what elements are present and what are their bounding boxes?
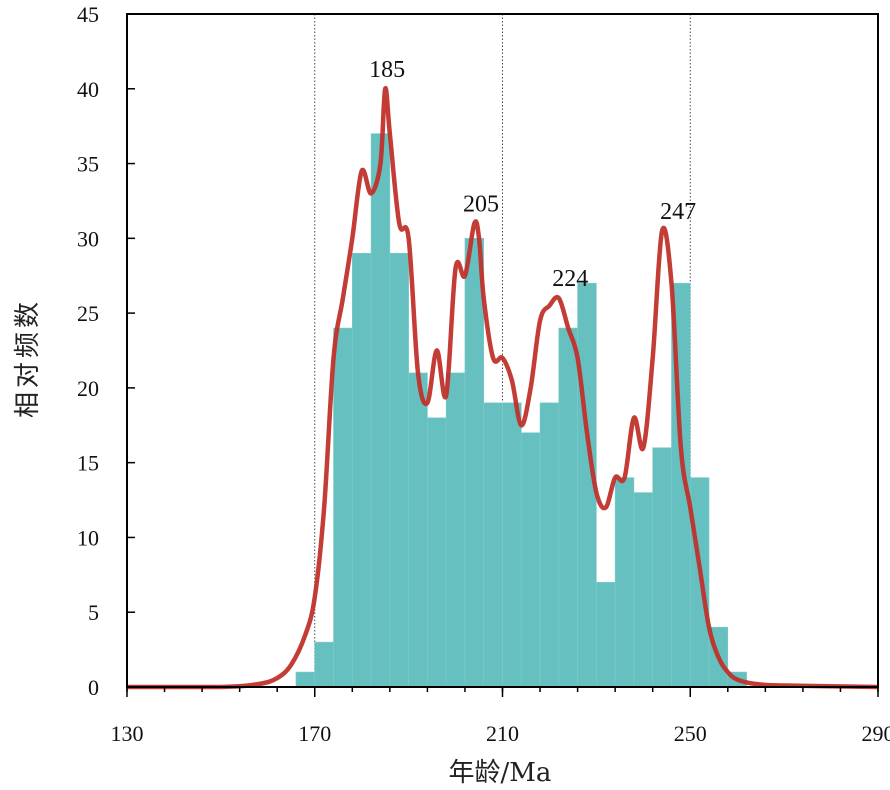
histogram-bar [633,492,653,688]
x-tick-label: 130 [111,721,144,746]
peak-label: 224 [552,266,588,292]
peak-label: 247 [660,199,696,225]
y-tick-label: 5 [88,600,99,625]
histogram-bar [483,402,503,688]
y-axis-ticks: 0 5 10 15 20 25 30 35 40 45 [77,2,135,700]
y-axis-title: 相对频数 [13,298,43,418]
x-axis-ticks: 130 170 210 250 290 [111,687,890,746]
histogram-bar [596,582,616,688]
y-tick-label: 45 [77,2,99,27]
histogram-bar [295,671,316,688]
x-tick-label: 210 [486,721,519,746]
histogram-bar [520,432,541,688]
histogram-bar [389,252,409,688]
histogram-bar [427,417,447,688]
histogram-bar [614,477,635,688]
histogram-bar [464,238,485,688]
y-tick-label: 10 [77,525,99,550]
y-tick-label: 15 [77,451,99,476]
y-tick-label: 40 [77,77,99,102]
histogram-bar [558,327,578,688]
histogram-bar [539,402,560,688]
histogram-bar [445,372,466,688]
peak-label: 205 [463,191,499,217]
x-tick-label: 250 [674,721,707,746]
histogram-bar [502,402,522,688]
histogram-bar [333,327,353,688]
histogram-bar [652,447,672,688]
histogram-bar [370,133,391,688]
y-tick-label: 20 [77,376,99,401]
y-tick-label: 25 [77,301,99,326]
y-tick-label: 0 [88,675,99,700]
peak-label: 185 [369,57,405,83]
x-axis-title: 年龄/Ma [449,758,552,788]
x-tick-label: 170 [298,721,331,746]
histogram-bar [314,641,334,688]
x-tick-label: 290 [862,721,890,746]
y-tick-label: 30 [77,226,99,251]
peak-age-labels: 185 205 224 247 [369,57,696,292]
histogram-bar [351,252,372,688]
histogram-bars [295,133,747,688]
histogram-bar [408,372,428,688]
probability-density-curve [127,86,879,690]
y-tick-label: 35 [77,152,99,177]
